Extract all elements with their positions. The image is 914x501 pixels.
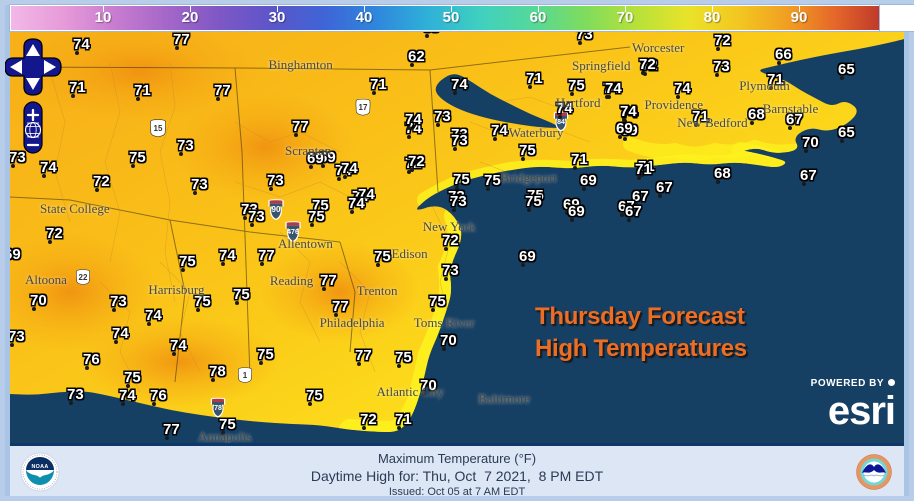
- svg-text:NOAA: NOAA: [31, 464, 48, 470]
